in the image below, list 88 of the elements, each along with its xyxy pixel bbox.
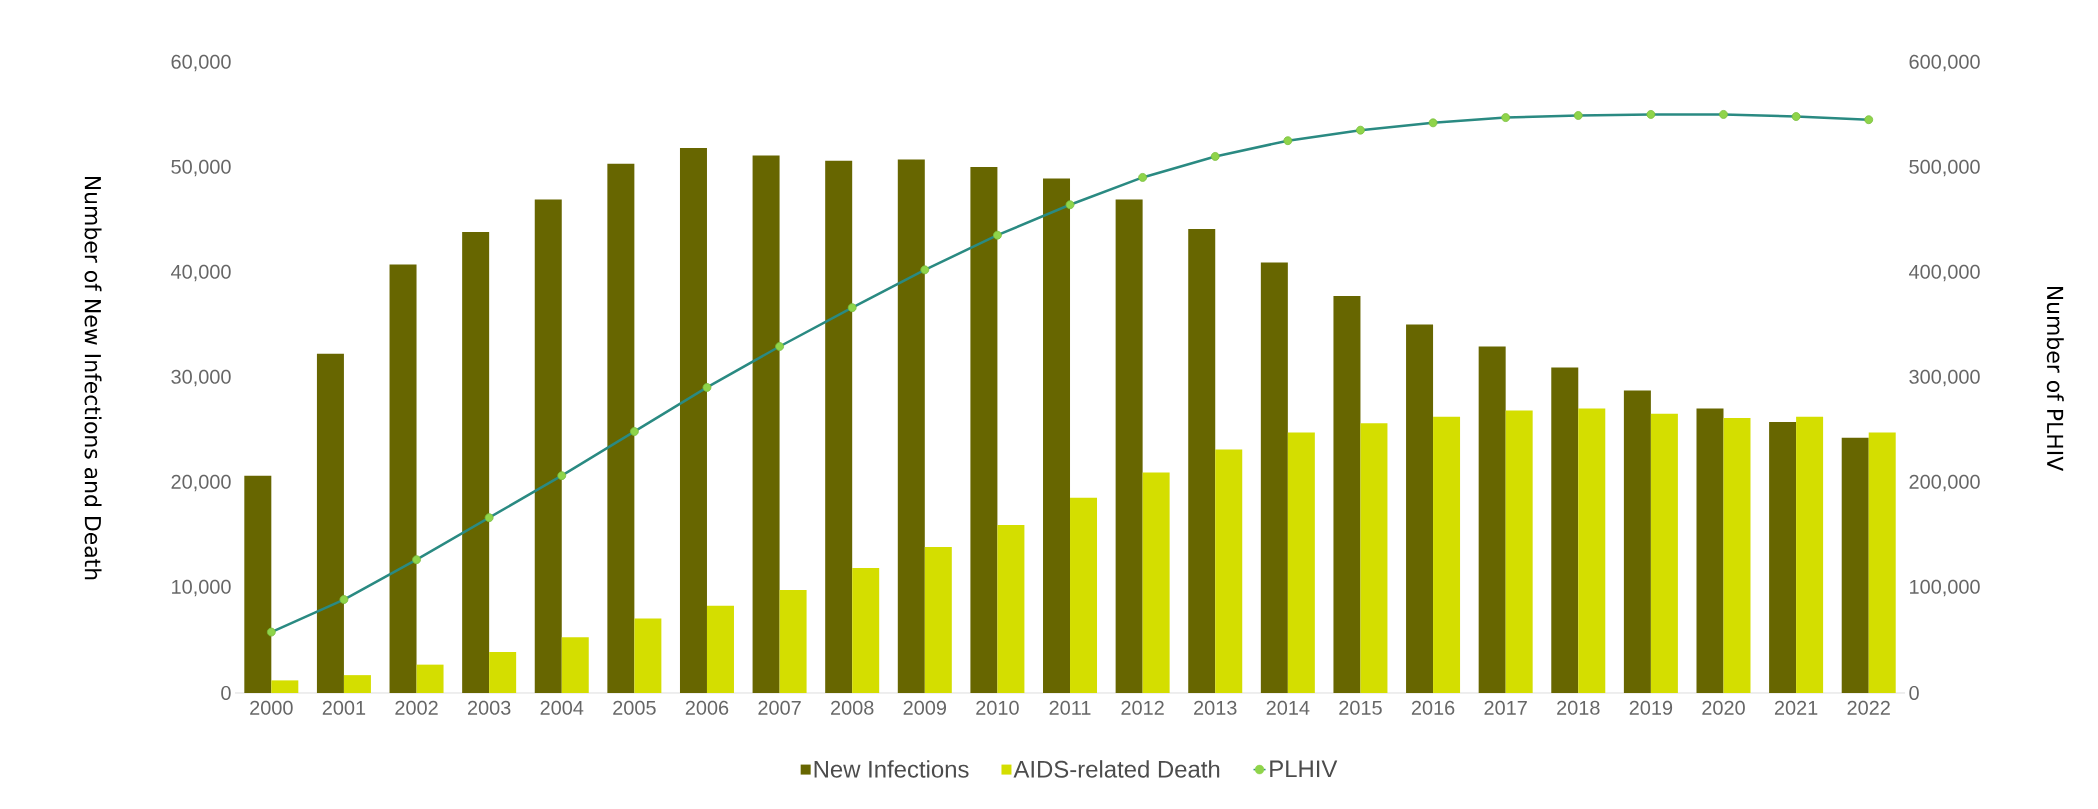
x-tick-label: 2009 (903, 700, 947, 715)
bar (1070, 497, 1098, 693)
bar (1841, 437, 1869, 693)
bar (1215, 449, 1243, 693)
bar (970, 166, 998, 693)
bar (752, 155, 780, 693)
bar (1551, 367, 1579, 693)
bar (1696, 408, 1724, 693)
bar (779, 590, 807, 693)
bar (852, 568, 880, 693)
y2-tick-label: 200,000 (1909, 474, 1980, 492)
x-tick-label: 2005 (613, 700, 656, 715)
bar (244, 475, 272, 693)
y2-tick-label: 100,000 (1910, 579, 1980, 597)
bar (679, 148, 707, 693)
bar (1578, 408, 1606, 693)
bar (416, 664, 444, 693)
bar (1287, 432, 1315, 693)
bar (924, 547, 952, 693)
y-tick-label: 10,000 (172, 579, 231, 597)
x-tick-label: 2008 (831, 700, 874, 715)
x-tick-label: 2014 (1266, 700, 1310, 715)
bar (1478, 346, 1506, 693)
bar (634, 618, 662, 693)
y-axis-title: Number of New Infections and Death (84, 176, 102, 580)
y2-axis-title: Number of PLHIV (2046, 286, 2064, 472)
bar (1433, 416, 1461, 693)
legend-label: PLHIV (1270, 760, 1338, 778)
x-tick-label: 2022 (1847, 700, 1890, 715)
x-tick-label: 2019 (1629, 700, 1673, 715)
y-tick-label: 20,000 (171, 474, 231, 492)
x-tick-label: 2007 (758, 700, 801, 715)
bar (389, 264, 417, 693)
x-tick-label: 2018 (1557, 700, 1600, 715)
legend-label: New Infections (814, 760, 969, 778)
bar (897, 159, 925, 693)
bar (534, 199, 562, 693)
x-tick-label: 2021 (1774, 700, 1818, 715)
y2-tick-label: 300,000 (1909, 369, 1980, 387)
y-tick-label: 0 (221, 685, 231, 701)
y-tick-label: 50,000 (171, 159, 231, 177)
bar (1188, 228, 1216, 693)
x-tick-label: 2016 (1411, 700, 1455, 715)
x-tick-label: 2017 (1484, 700, 1527, 715)
x-tick-label: 2012 (1121, 700, 1164, 715)
y2-tick-label: 400,000 (1908, 264, 1980, 282)
x-tick-label: 2013 (1194, 700, 1237, 715)
bar (271, 680, 299, 693)
bar (1142, 472, 1170, 693)
x-tick-label: 2002 (395, 700, 438, 715)
bar (462, 232, 490, 693)
bar (1796, 416, 1824, 693)
x-tick-label: 2020 (1702, 700, 1745, 715)
x-tick-label: 2011 (1049, 700, 1091, 715)
x-tick-label: 2010 (976, 700, 1019, 715)
bar (607, 163, 635, 693)
bar (1115, 199, 1143, 693)
bar (1260, 262, 1288, 693)
bar (489, 652, 517, 693)
y2-tick-label: 0 (1909, 685, 1919, 701)
x-tick-label: 2001 (322, 700, 366, 715)
x-tick-label: 2006 (685, 700, 729, 715)
y-tick-label: 30,000 (171, 369, 231, 387)
bar (1043, 178, 1071, 693)
bar (1868, 432, 1896, 693)
y-tick-label: 60,000 (171, 54, 231, 72)
x-tick-label: 2003 (467, 700, 511, 715)
bar (561, 637, 589, 693)
y-tick-label: 40,000 (171, 264, 231, 282)
bar (1723, 417, 1751, 693)
bar (997, 524, 1025, 693)
x-tick-label: 2000 (250, 700, 293, 715)
x-tick-label: 2015 (1339, 700, 1382, 715)
bar (343, 675, 371, 693)
bar (1769, 422, 1797, 693)
bar (825, 160, 853, 693)
y2-tick-label: 500,000 (1909, 159, 1980, 177)
bar (316, 353, 344, 693)
bar (1333, 296, 1361, 693)
bar (1650, 413, 1678, 693)
bar (706, 605, 734, 693)
y2-tick-label: 600,000 (1909, 54, 1980, 72)
bar (1406, 324, 1434, 693)
bar (1505, 410, 1533, 693)
bar (1623, 390, 1651, 693)
legend-label: AIDS-related Death (1013, 760, 1220, 778)
x-tick-label: 2004 (540, 700, 584, 715)
bar (1360, 423, 1388, 693)
